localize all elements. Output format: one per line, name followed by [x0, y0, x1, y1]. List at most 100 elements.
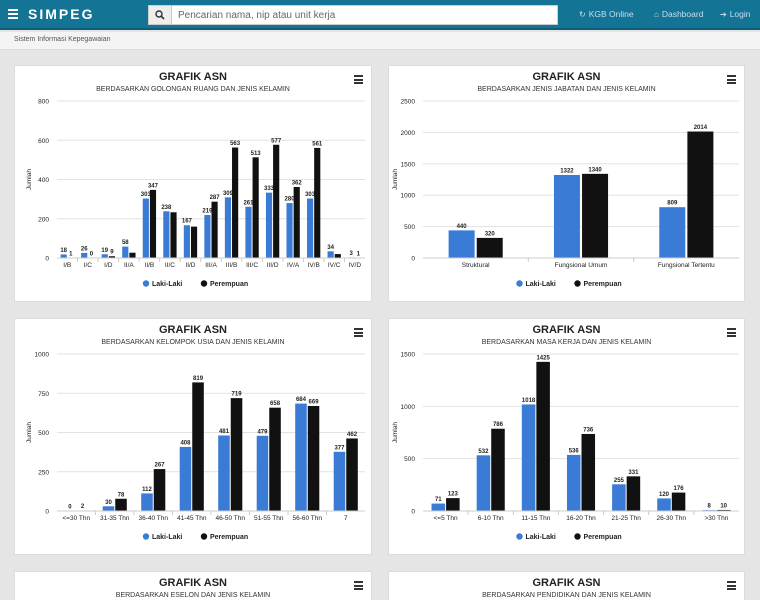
- data-label: 280: [285, 197, 296, 203]
- bar-laki-laki: [102, 506, 115, 511]
- chart-card-jabatan: GRAFIK ASN BERDASARKAN JENIS JABATAN DAN…: [388, 65, 745, 302]
- y-tick-label: 600: [38, 138, 49, 145]
- x-tick-label: II/C: [165, 262, 175, 269]
- chart-card-eselon: GRAFIK ASN BERDASARKAN ESELON DAN JENIS …: [14, 571, 372, 600]
- data-label: 58: [122, 240, 129, 246]
- bar-perempuan: [252, 157, 259, 258]
- breadcrumb: Sistem Informasi Kepegawaian: [14, 36, 111, 43]
- data-label: 809: [667, 201, 678, 207]
- data-label: 0: [68, 505, 72, 511]
- bar-perempuan: [716, 509, 731, 511]
- hamburger-menu-icon[interactable]: [8, 9, 18, 19]
- bar-chart-jabatan: 0 500 1000 1500 2000 2500 Jumlah 440 320 Struktur…: [392, 99, 739, 288]
- y-tick-label: 2500: [401, 99, 416, 106]
- bar-perempuan: [273, 144, 280, 258]
- legend-label: Laki-Laki: [526, 534, 556, 541]
- data-label: 320: [485, 231, 496, 237]
- data-label: 719: [232, 392, 243, 398]
- data-label: 0: [90, 252, 94, 258]
- bar-laki-laki: [307, 198, 314, 258]
- y-tick-label: 0: [45, 256, 49, 263]
- bar-perempuan: [307, 405, 320, 511]
- chart-menu-icon[interactable]: [727, 581, 736, 590]
- bar-perempuan: [491, 428, 505, 511]
- data-label: 2: [81, 504, 85, 510]
- x-tick-label: 7: [344, 515, 348, 522]
- chart-card-pendidikan: GRAFIK ASN BERDASARKAN PENDIDIKAN DAN JE…: [388, 571, 745, 600]
- bar-laki-laki: [256, 435, 269, 511]
- data-label: 481: [219, 429, 230, 435]
- data-label: 9: [110, 250, 114, 256]
- y-axis-label: Jumlah: [392, 422, 399, 443]
- x-tick-label: I/C: [84, 262, 93, 269]
- legend-marker-perempuan: [574, 533, 581, 540]
- chart-menu-icon[interactable]: [354, 581, 363, 590]
- brand-logo[interactable]: SIMPEG: [28, 6, 95, 22]
- data-label: 112: [142, 487, 152, 493]
- legend-marker-laki-laki: [516, 280, 523, 287]
- bar-perempuan: [671, 492, 686, 511]
- data-label: 669: [309, 399, 320, 405]
- bar-perempuan: [192, 382, 204, 511]
- chart-card-usia: GRAFIK ASN BERDASARKAN KELOMPOK USIA DAN…: [14, 318, 372, 555]
- data-label: 287: [210, 195, 221, 201]
- x-tick-label: 16-20 Thn: [566, 515, 596, 522]
- y-axis-label: Jumlah: [26, 169, 33, 190]
- nav-link-login[interactable]: ➔ Login: [720, 9, 751, 19]
- search-input[interactable]: [171, 5, 558, 25]
- bar-laki-laki: [218, 435, 230, 511]
- x-tick-label: 56-60 Thn: [292, 515, 322, 522]
- chart-menu-icon[interactable]: [354, 328, 363, 337]
- data-label: 261: [243, 200, 254, 206]
- bar-perempuan: [211, 201, 218, 258]
- legend-marker-perempuan: [200, 533, 208, 540]
- card-title: GRAFIK ASN: [158, 577, 228, 589]
- bar-perempuan: [129, 252, 136, 258]
- data-label: 513: [251, 151, 262, 157]
- bar-laki-laki: [81, 252, 88, 258]
- y-tick-label: 500: [38, 430, 49, 437]
- data-label: 176: [674, 486, 685, 492]
- y-tick-label: 800: [38, 99, 49, 106]
- card-subtitle: BERDASARKAN GOLONGAN RUANG DAN JENIS KEL…: [96, 86, 290, 93]
- data-label: 219: [202, 209, 213, 215]
- bar-laki-laki: [101, 254, 108, 258]
- x-tick-label: 41-45 Thn: [177, 515, 207, 522]
- data-label: 2014: [694, 125, 708, 131]
- x-tick-label: II/A: [124, 262, 134, 269]
- chart-menu-icon[interactable]: [727, 328, 736, 337]
- x-tick-label: II/D: [185, 262, 195, 269]
- x-tick-label: I/D: [104, 262, 113, 269]
- bar-laki-laki: [431, 503, 446, 511]
- data-label: 1340: [588, 167, 602, 173]
- y-tick-label: 1000: [35, 352, 50, 359]
- bar-perempuan: [581, 433, 596, 511]
- bar-laki-laki: [476, 455, 491, 511]
- bar-laki-laki: [657, 498, 671, 511]
- card-title: GRAFIK ASN: [532, 324, 601, 336]
- bar-laki-laki: [265, 192, 273, 258]
- nav-link-kgb-online[interactable]: ↻ KGB Online: [579, 9, 634, 19]
- bar-laki-laki: [60, 254, 67, 258]
- card-title: GRAFIK ASN: [532, 71, 601, 83]
- bar-laki-laki: [566, 454, 581, 511]
- bar-laki-laki: [224, 197, 232, 258]
- card-subtitle: BERDASARKAN PENDIDIKAN DAN JENIS KELAMIN: [482, 592, 651, 599]
- y-tick-label: 0: [45, 509, 49, 516]
- y-tick-label: 250: [38, 469, 49, 476]
- bar-perempuan: [190, 226, 198, 258]
- bar-perempuan: [334, 254, 341, 258]
- data-label: 532: [478, 449, 489, 455]
- data-label: 8: [707, 504, 711, 510]
- chart-menu-icon[interactable]: [727, 75, 736, 84]
- nav-link-dashboard[interactable]: ⌂ Dashboard: [654, 9, 704, 19]
- bar-laki-laki: [141, 493, 153, 511]
- legend-label: Laki-Laki: [526, 281, 556, 288]
- legend-marker-laki-laki: [516, 533, 523, 540]
- data-label: 71: [435, 497, 442, 503]
- data-label: 18: [60, 248, 67, 254]
- y-axis-label: Jumlah: [26, 422, 33, 443]
- search-button[interactable]: [148, 5, 171, 25]
- chart-menu-icon[interactable]: [354, 75, 363, 84]
- x-tick-label: IV/A: [287, 262, 300, 269]
